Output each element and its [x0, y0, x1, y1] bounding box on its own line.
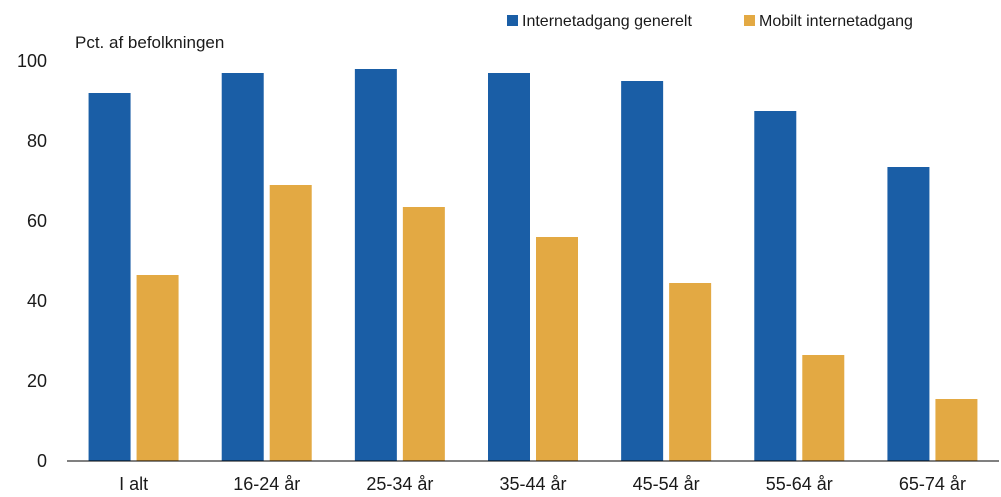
y-tick-label: 40 [27, 291, 47, 311]
legend-swatch-series-2 [744, 15, 755, 26]
legend-swatch-series-1 [507, 15, 518, 26]
legend: Internetadgang generelt Mobilt interneta… [507, 13, 913, 30]
bar-series-1-category-1 [88, 93, 131, 461]
bar-series-1-category-7 [887, 167, 930, 461]
bar-series-1-category-5 [621, 81, 664, 461]
bar-series-1-category-2 [221, 73, 264, 461]
y-tick-label: 100 [17, 51, 47, 71]
bar-series-1-category-4 [488, 73, 530, 461]
y-tick-label: 80 [27, 131, 47, 151]
bar-series-2-category-7 [935, 399, 978, 461]
bar-series-2-category-1 [136, 275, 179, 461]
x-axis-ticks: I alt 16-24 år 25-34 år 35-44 år 45-54 år 55-… [119, 474, 966, 494]
bar-series-2-category-3 [402, 207, 445, 461]
bar-series-1-category-3 [354, 69, 397, 461]
x-tick-label: 25-34 år [366, 474, 433, 494]
bar-series-1-category-6 [754, 111, 797, 461]
y-tick-label: 20 [27, 371, 47, 391]
x-tick-label: 65-74 år [899, 474, 966, 494]
y-axis-title: Pct. af befolkningen [75, 33, 224, 52]
bar-series-2-category-5 [669, 283, 712, 461]
y-tick-label: 60 [27, 211, 47, 231]
legend-label-series-1: Internetadgang generelt [522, 13, 692, 30]
x-tick-label: 45-54 år [633, 474, 700, 494]
bar-series-2-category-6 [802, 355, 845, 461]
x-tick-label: I alt [119, 474, 148, 494]
y-tick-label: 0 [37, 451, 47, 471]
legend-label-series-2: Mobilt internetadgang [759, 13, 913, 30]
bar-series-2-category-2 [269, 185, 312, 461]
x-tick-label: 16-24 år [233, 474, 300, 494]
x-tick-label: 55-64 år [766, 474, 833, 494]
bars [88, 69, 978, 461]
y-axis-ticks: 0 20 40 60 80 100 [17, 51, 47, 471]
x-tick-label: 35-44 år [499, 474, 566, 494]
bar-series-2-category-4 [536, 237, 578, 461]
